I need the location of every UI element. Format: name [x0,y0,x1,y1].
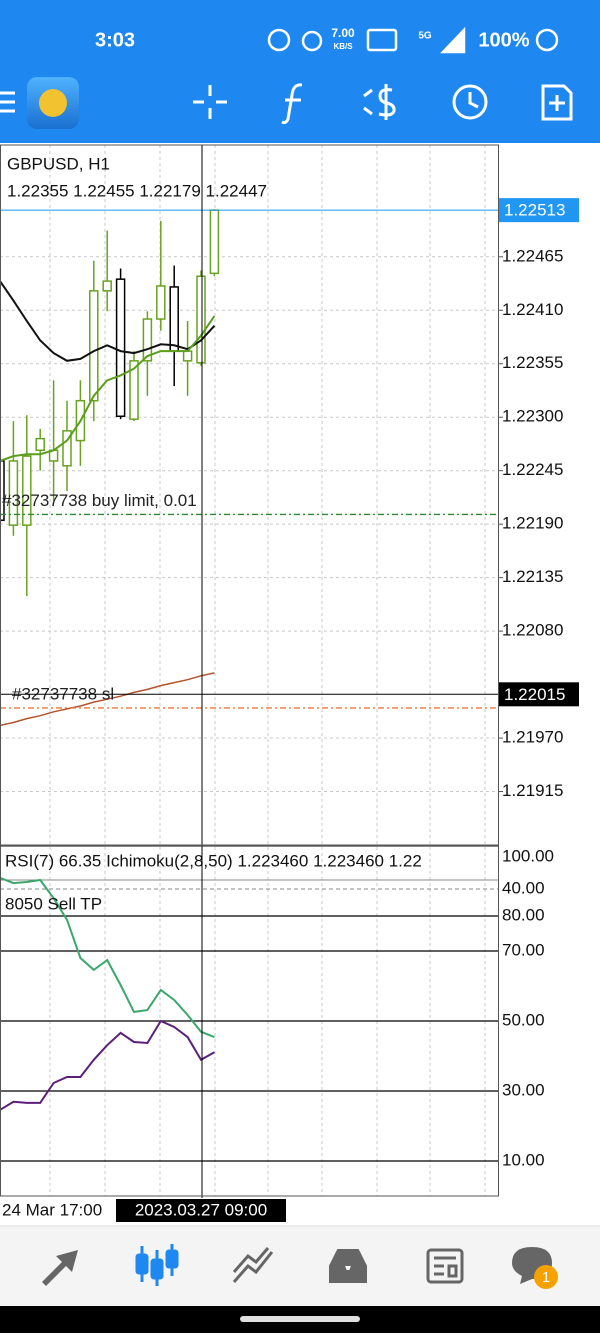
trade-tool[interactable] [363,84,396,120]
candle-body [169,286,179,352]
rsi-pane: RSI(7) 66.35 Ichimoku(2,8,50) 1.223460 1… [0,846,498,1162]
crosshair-price-label: 1.22015 [504,685,565,704]
candle-body [196,275,206,364]
indicator-line [0,1019,215,1111]
period-tool[interactable] [452,84,488,120]
x-tick-label: 24 Mar 17:00 [2,1200,102,1219]
badge-count: 1 [542,1269,550,1286]
y-tick-label: 1.22410 [502,300,563,319]
candle-body [115,278,126,417]
y-tick-label: 1.22080 [502,621,563,640]
candle-body [35,437,45,452]
candle-body [8,460,19,526]
y-tick-label: 1.22190 [502,514,563,533]
crosshair-price-box [499,682,579,707]
y-tick-label: 1.22465 [502,246,563,265]
bottom-nav [0,1226,600,1306]
nav-trade[interactable] [232,1247,274,1283]
current-price-label: 1.22513 [504,201,565,220]
candle-body [142,318,153,362]
new-order-tool[interactable] [541,84,573,121]
network: 5G [418,31,432,42]
y-tick-label: 30.00 [502,1080,545,1099]
app-bar [0,0,600,143]
indicator-line [0,315,216,462]
nav-quotes[interactable] [42,1250,78,1286]
y-tick-label: 50.00 [502,1010,545,1029]
candle-body [22,455,32,526]
menu-button[interactable] [0,91,15,113]
y-tick-label: 1.21970 [502,728,563,747]
price-grid [0,256,498,793]
y-tick-label: 1.21915 [502,781,563,800]
indicators-tool[interactable] [281,83,303,125]
clock: 3:03 [95,29,135,51]
battery: 100% [478,29,529,51]
y-tick-label: 1.22245 [502,460,563,479]
candle-body [102,280,112,292]
nav-history[interactable] [329,1249,367,1283]
level-label: 40.00 [502,879,545,898]
candle-body [156,285,166,320]
current-price-box [499,198,579,223]
vertical-grid [49,145,486,1196]
app-logo [39,89,67,117]
candle-body [62,430,72,467]
price-pane: #32737738 buy limit, 0.01#32737738 slGBP… [0,154,498,727]
pane-subtitle: 8050 Sell TP [5,894,102,913]
chart-subtitle: 1.22355 1.22455 1.22179 1.22447 [7,181,267,200]
crosshair-time-label: 2023.03.27 09:00 [135,1200,267,1219]
badge [534,1265,558,1289]
crosshair-tool[interactable] [193,85,227,119]
indicator-line [0,876,215,1039]
y-tick-label: 1.22300 [502,407,563,426]
candle-body [182,350,193,362]
candle-body [0,460,5,522]
nav-news[interactable] [426,1248,464,1284]
y-tick-label: 70.00 [502,940,545,959]
y-tick-label: 80.00 [502,905,545,924]
crosshair-time-box [116,1199,286,1222]
candle-body [89,290,99,402]
candle-body [209,209,220,275]
candle-body [129,360,139,420]
y-tick-label: 100.00 [502,846,554,865]
y-tick-label: 1.22135 [502,567,563,586]
time-axis: 24 Mar 17:00 2023.03.27 09:00 [2,1199,286,1222]
indicator-line [0,280,216,362]
order-label: #32737738 buy limit, 0.01 [2,491,197,510]
y-tick-label: 1.22355 [502,353,563,372]
chart-title: GBPUSD, H1 [7,154,110,173]
frame [0,144,499,1197]
home-indicator[interactable] [240,1316,360,1322]
nav-chart[interactable] [135,1244,179,1286]
axes: 1.22465 1.22410 1.22355 1.22300 1.22245 1.221… [201,145,579,1198]
pane-title: RSI(7) 66.35 Ichimoku(2,8,50) 1.223460 1… [5,851,422,870]
net-unit: KB/S [333,42,353,51]
status-icons [267,26,559,54]
y-tick-label: 10.00 [502,1150,545,1169]
net-speed: 7.00 [331,26,355,40]
indicator-line [0,672,215,727]
